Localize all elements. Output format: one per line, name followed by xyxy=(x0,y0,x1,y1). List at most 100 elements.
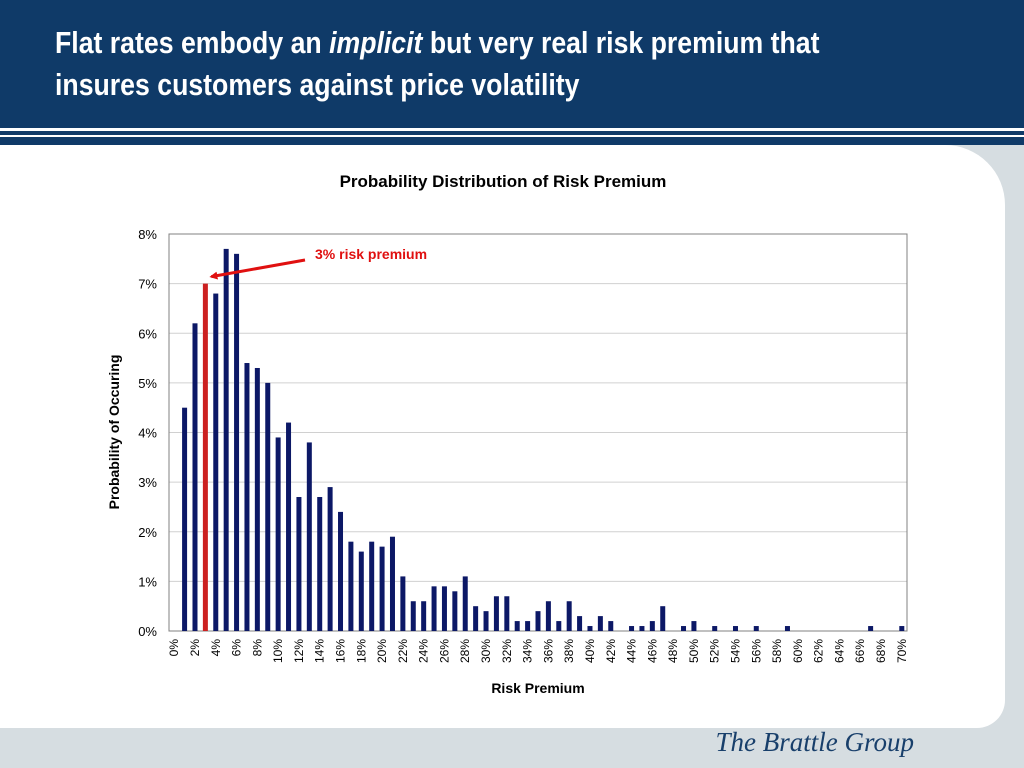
x-tick-label: 62% xyxy=(812,639,826,663)
x-tick-label: 6% xyxy=(230,639,244,657)
y-tick-label: 4% xyxy=(138,426,157,441)
annotation: 3% risk premium xyxy=(209,246,427,280)
x-tick-label: 40% xyxy=(583,639,597,663)
x-tick-label: 54% xyxy=(728,639,742,663)
bar xyxy=(192,323,198,631)
bar xyxy=(597,616,603,631)
bar xyxy=(535,611,541,631)
x-tick-label: 8% xyxy=(250,639,264,657)
bar xyxy=(608,621,614,631)
bar xyxy=(410,601,416,631)
bar xyxy=(421,601,427,631)
bar xyxy=(504,596,510,631)
title-part-1: Flat rates embody an xyxy=(55,25,330,60)
bar xyxy=(493,596,499,631)
chart-title: Probability Distribution of Risk Premium xyxy=(340,172,667,191)
x-tick-label: 12% xyxy=(292,639,306,663)
x-tick-label: 14% xyxy=(313,639,327,663)
bar xyxy=(899,626,905,631)
bars xyxy=(182,248,905,632)
bar xyxy=(379,546,385,631)
bar xyxy=(244,363,250,631)
x-axis-label: Risk Premium xyxy=(491,680,584,696)
bar xyxy=(213,293,219,631)
bar xyxy=(389,536,395,631)
bar xyxy=(514,621,520,631)
x-tick-labels: 0% 2% 4% 6% 8% 10% 12% 14% 16% 18% 20% 22% 24% 26% 28%… xyxy=(167,639,909,663)
x-tick-label: 22% xyxy=(396,639,410,663)
bar xyxy=(358,551,364,631)
bar xyxy=(681,626,687,631)
x-tick-label: 56% xyxy=(749,639,763,663)
bar xyxy=(327,487,333,631)
x-tick-label: 0% xyxy=(167,639,181,657)
bar xyxy=(753,626,759,631)
x-tick-label: 64% xyxy=(832,639,846,663)
bar xyxy=(223,248,229,631)
x-tick-label: 30% xyxy=(479,639,493,663)
x-tick-label: 46% xyxy=(645,639,659,663)
bar xyxy=(182,407,188,631)
header-rule-thin xyxy=(0,131,1024,135)
x-tick-label: 32% xyxy=(500,639,514,663)
bar xyxy=(483,611,489,631)
bar xyxy=(732,626,738,631)
x-tick-label: 38% xyxy=(562,639,576,663)
bar xyxy=(275,437,281,631)
bar xyxy=(369,541,375,631)
x-tick-label: 50% xyxy=(687,639,701,663)
x-tick-label: 44% xyxy=(625,639,639,663)
bar xyxy=(286,422,292,631)
y-tick-label: 0% xyxy=(138,624,157,639)
x-tick-label: 2% xyxy=(188,639,202,657)
bar xyxy=(431,586,437,631)
bar xyxy=(473,606,479,631)
y-tick-label: 1% xyxy=(138,574,157,589)
y-tick-label: 6% xyxy=(138,326,157,341)
bar xyxy=(452,591,458,631)
annotation-label: 3% risk premium xyxy=(315,246,427,262)
bar xyxy=(348,541,354,631)
x-tick-label: 48% xyxy=(666,639,680,663)
x-tick-label: 4% xyxy=(209,639,223,657)
x-tick-label: 36% xyxy=(541,639,555,663)
header-rule-thick xyxy=(0,137,1024,145)
y-tick-label: 2% xyxy=(138,525,157,540)
bar xyxy=(556,621,562,631)
header-bar: Flat rates embody an implicit but very r… xyxy=(0,0,1024,128)
x-tick-label: 20% xyxy=(375,639,389,663)
x-tick-label: 26% xyxy=(437,639,451,663)
x-tick-label: 66% xyxy=(853,639,867,663)
bar xyxy=(462,576,468,631)
x-tick-label: 60% xyxy=(791,639,805,663)
bar xyxy=(691,621,697,631)
x-tick-label: 52% xyxy=(708,639,722,663)
bar xyxy=(587,626,593,631)
bar xyxy=(545,601,551,631)
x-tick-label: 42% xyxy=(604,639,618,663)
bar xyxy=(649,621,655,631)
title-part-2: but very real risk premium that insures … xyxy=(55,25,820,102)
y-axis-label: Probability of Occuring xyxy=(106,355,122,510)
x-tick-label: 34% xyxy=(521,639,535,663)
y-tick-label: 3% xyxy=(138,475,157,490)
x-tick-label: 68% xyxy=(874,639,888,663)
bar xyxy=(712,626,718,631)
page-title: Flat rates embody an implicit but very r… xyxy=(55,22,872,106)
bar xyxy=(525,621,531,631)
bar xyxy=(400,576,406,631)
y-tick-label: 5% xyxy=(138,376,157,391)
bar xyxy=(317,497,323,631)
x-tick-label: 16% xyxy=(334,639,348,663)
bar xyxy=(296,497,302,631)
bar xyxy=(234,253,240,631)
bar xyxy=(306,442,312,631)
annotation-arrow xyxy=(209,258,306,280)
y-tick-label: 8% xyxy=(138,227,157,242)
y-tick-labels: 0% 1% 2% 3% 4% 5% 6% 7% 8% xyxy=(138,227,157,639)
brand-logo-text: The Brattle Group xyxy=(715,727,915,757)
bar-highlight xyxy=(202,283,208,632)
bar xyxy=(254,367,260,631)
x-tick-label: 58% xyxy=(770,639,784,663)
